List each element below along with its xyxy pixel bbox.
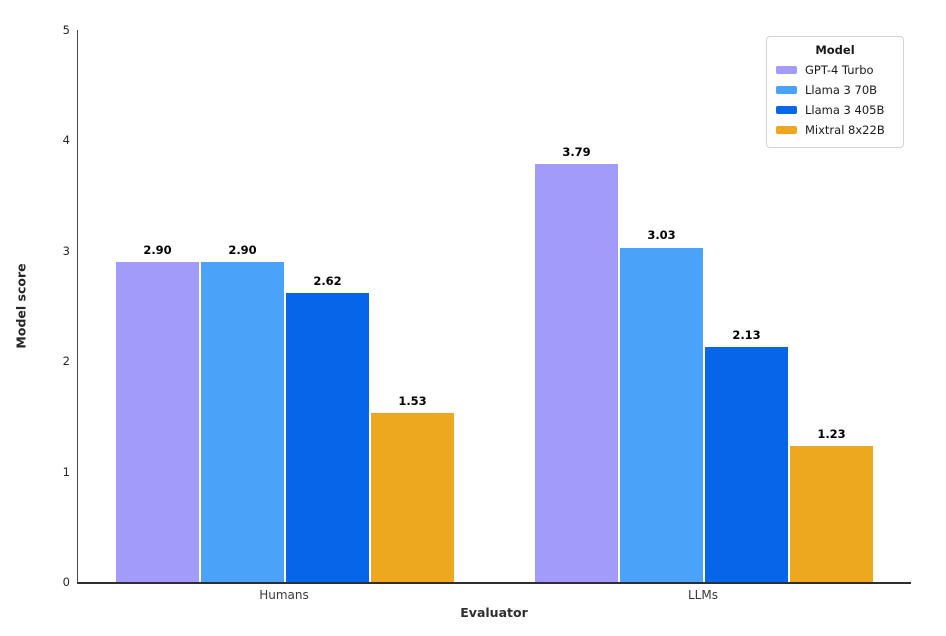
- bar-value-label: 2.62: [313, 273, 342, 288]
- legend-items: GPT-4 Turbo Llama 3 70B Llama 3 405B Mixtra…: [776, 60, 894, 140]
- legend-item-gpt-4-turbo: GPT-4 Turbo: [776, 60, 894, 80]
- legend-label: GPT-4 Turbo: [805, 63, 874, 77]
- y-tick-label-0: 0: [62, 575, 70, 589]
- legend-item-llama-3-405b: Llama 3 405B: [776, 100, 894, 120]
- legend-swatch-icon: [776, 86, 797, 94]
- bar-value-label: 3.79: [562, 144, 591, 159]
- plot-area: 2.90 2.90 2.62 1.53 3.79 3.03 2.13 1.23: [77, 30, 911, 584]
- bar-value-label: 2.13: [732, 327, 761, 342]
- legend-item-llama-3-70b: Llama 3 70B: [776, 80, 894, 100]
- y-tick-label-4: 4: [62, 133, 70, 148]
- bar-gpt-4-turbo-humans: [116, 261, 199, 582]
- bar-llama-3-70b-llms: [620, 247, 703, 582]
- legend-title: Model: [815, 43, 855, 57]
- legend: Model GPT-4 Turbo Llama 3 70B Llama 3 405B…: [766, 36, 904, 148]
- y-tick-label-2: 2: [62, 354, 70, 369]
- legend-label: Llama 3 70B: [805, 83, 878, 97]
- bar-llama-3-405b-humans: [286, 292, 369, 582]
- legend-swatch-icon: [776, 66, 797, 74]
- legend-label: Mixtral 8x22B: [805, 123, 885, 137]
- bar-mixtral-8x22b-llms: [790, 446, 873, 582]
- y-tick-label-3: 3: [62, 243, 70, 258]
- bar-value-label: 1.23: [817, 427, 846, 442]
- legend-label: Llama 3 405B: [805, 103, 885, 117]
- bar-value-label: 3.03: [647, 228, 676, 243]
- y-tick-label-1: 1: [62, 464, 70, 479]
- bar-mixtral-8x22b-humans: [371, 413, 454, 582]
- bar-llama-3-70b-humans: [201, 261, 284, 582]
- bar-value-label: 1.53: [398, 394, 427, 409]
- bar-value-label: 2.90: [228, 242, 257, 257]
- bar-llama-3-405b-llms: [705, 346, 788, 582]
- x-tick-label-llms: LLMs: [688, 588, 718, 602]
- bar-value-label: 2.90: [143, 242, 172, 257]
- x-tick-label-humans: Humans: [259, 588, 309, 602]
- legend-swatch-icon: [776, 126, 797, 134]
- x-axis-title: Evaluator: [460, 605, 528, 620]
- legend-item-mixtral-8x22b: Mixtral 8x22B: [776, 120, 894, 140]
- bar-gpt-4-turbo-llms: [535, 163, 618, 582]
- y-tick-label-5: 5: [62, 23, 70, 37]
- legend-swatch-icon: [776, 106, 797, 114]
- y-axis-title: Model score: [13, 263, 29, 349]
